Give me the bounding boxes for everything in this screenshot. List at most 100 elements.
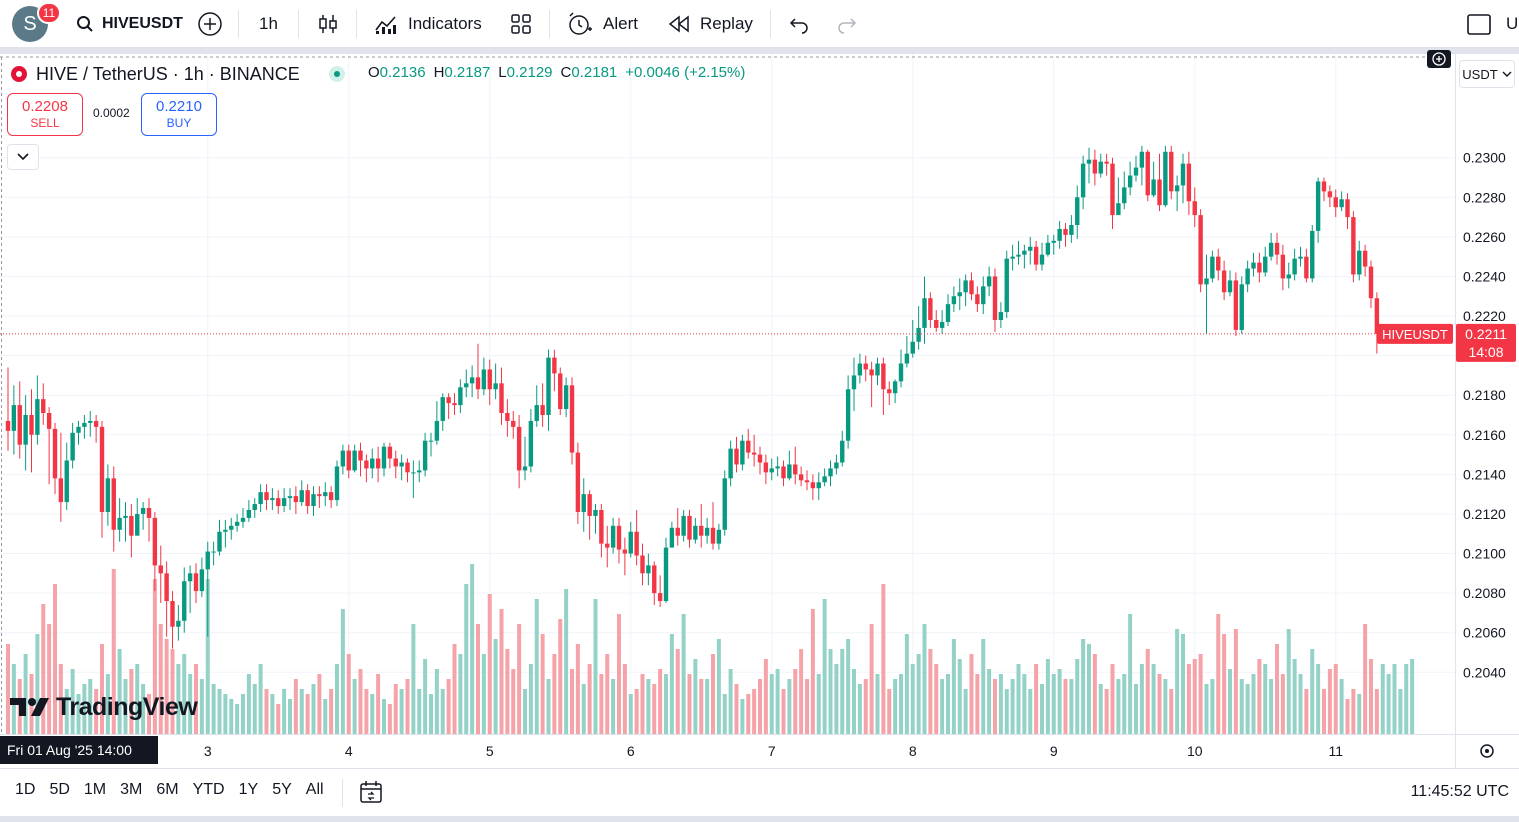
candle-body — [722, 478, 727, 530]
volume-bar — [393, 684, 398, 734]
candle-body — [375, 458, 381, 469]
candle-body — [411, 472, 416, 474]
layouts-button[interactable] — [510, 0, 532, 48]
gear-icon[interactable] — [1480, 744, 1494, 758]
symbol-description[interactable]: HIVE / TetherUS · 1h · BINANCE — [36, 63, 300, 84]
candle-body — [223, 529, 228, 532]
volume-bar — [35, 634, 40, 734]
volume-bar — [476, 624, 480, 734]
volume-bar — [523, 689, 527, 734]
candle-body — [558, 373, 563, 410]
candle-body — [129, 515, 134, 536]
candle-body — [146, 508, 152, 518]
volume-bar — [1386, 674, 1391, 734]
candle-body — [1022, 250, 1027, 255]
clock-utc[interactable]: 11:45:52 UTC — [1410, 783, 1509, 800]
y-tick-label: 0.2300 — [1463, 150, 1506, 166]
range-button-6m[interactable]: 6M — [156, 781, 179, 798]
range-button-5y[interactable]: 5Y — [272, 781, 292, 798]
candle-body — [1268, 242, 1274, 257]
volume-bar — [47, 624, 52, 734]
candle-body — [1345, 199, 1350, 218]
volume-bar — [904, 634, 909, 734]
candle-body — [1210, 256, 1215, 279]
high-label: H — [433, 64, 445, 81]
range-button-5d[interactable]: 5D — [49, 781, 70, 798]
undo-button[interactable] — [788, 0, 810, 48]
symbol-search[interactable]: HIVEUSDT — [76, 0, 183, 48]
volume-bar — [105, 674, 110, 734]
chart-type-button[interactable] — [317, 0, 339, 48]
high-value: 0.2187 — [444, 64, 491, 81]
candle-body — [822, 476, 827, 483]
user-menu-label[interactable]: U — [1506, 14, 1519, 33]
tradingview-logo[interactable]: TradingView — [10, 692, 198, 722]
volume-bar — [458, 654, 463, 734]
volume-bar — [282, 689, 287, 734]
candle-body — [1104, 161, 1109, 164]
range-button-ytd[interactable]: YTD — [192, 781, 225, 798]
range-button-3m[interactable]: 3M — [120, 781, 143, 798]
collapse-legend-button[interactable] — [7, 144, 39, 170]
replay-button[interactable]: Replay — [668, 0, 753, 48]
volume-bar — [752, 689, 757, 734]
volume-bar — [276, 704, 281, 734]
volume-bar — [916, 654, 921, 734]
candle-body — [393, 458, 398, 467]
volume-bar — [399, 689, 404, 734]
volume-bar — [1028, 689, 1033, 734]
volume-bar — [1251, 674, 1256, 734]
candle-body — [82, 422, 87, 427]
fullscreen-button[interactable] — [1466, 0, 1492, 48]
volume-bar — [1280, 674, 1285, 734]
y-tick-label: 0.2180 — [1463, 387, 1506, 403]
add-pane-icon[interactable] — [1427, 50, 1451, 68]
volume-bar — [552, 654, 557, 734]
volume-bar — [1116, 679, 1121, 734]
currency-selector[interactable]: USDT — [1459, 60, 1515, 88]
interval-button[interactable]: 1h — [259, 0, 278, 48]
volume-bar — [834, 664, 839, 734]
range-button-1d[interactable]: 1D — [15, 781, 36, 798]
candle-body — [1333, 197, 1338, 208]
x-tick-label: 5 — [486, 743, 494, 759]
candle-body — [669, 527, 675, 548]
indicators-button[interactable]: Indicators — [374, 0, 482, 48]
alert-button[interactable]: Alert — [567, 0, 638, 48]
volume-bar — [634, 689, 639, 734]
volume-bar — [1098, 684, 1103, 734]
candle-body — [323, 492, 328, 497]
symbol-tag-label: HIVEUSDT — [1382, 327, 1448, 342]
candle-body — [581, 494, 586, 512]
volume-bar — [922, 624, 927, 734]
compare-symbol-button[interactable] — [197, 0, 223, 48]
candle-body — [975, 294, 980, 305]
candle-body — [287, 496, 293, 499]
candle-body — [475, 377, 481, 390]
range-button-all[interactable]: All — [305, 781, 324, 798]
redo-button[interactable] — [836, 0, 858, 48]
volume-bar — [987, 669, 992, 734]
range-button-1y[interactable]: 1Y — [238, 781, 259, 798]
range-button-1m[interactable]: 1M — [83, 781, 107, 798]
candle-body — [240, 517, 246, 522]
volume-bar — [1339, 679, 1344, 734]
candle-body — [1151, 179, 1156, 196]
volume-bar — [1004, 689, 1009, 734]
candle-body — [58, 478, 64, 503]
buy-button[interactable]: 0.2210 BUY — [141, 93, 217, 136]
volume-bar — [100, 644, 104, 734]
candle-body — [981, 286, 986, 305]
volume-bar — [258, 664, 263, 734]
candle-body — [699, 525, 704, 536]
price-chart[interactable]: 0.2040 0.2060 0.2080 0.2100 0.2120 0.2140 0.21… — [0, 54, 1519, 768]
volume-bar — [1345, 699, 1350, 734]
date-range-icon[interactable] — [358, 779, 384, 805]
volume-bar — [587, 664, 592, 734]
open-value: 0.2136 — [379, 64, 426, 81]
candle-body — [552, 357, 557, 374]
candle-body — [751, 452, 757, 455]
volume-bar — [1380, 664, 1385, 734]
hive-logo-icon — [11, 66, 27, 82]
sell-button[interactable]: 0.2208 SELL — [7, 93, 83, 136]
